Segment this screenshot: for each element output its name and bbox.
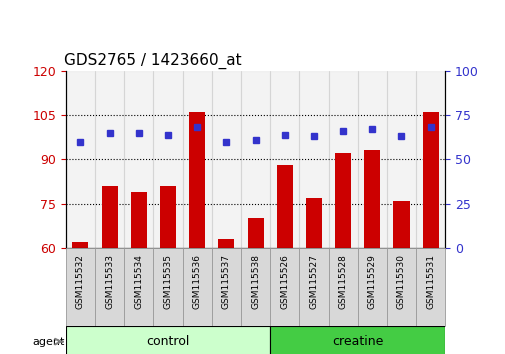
Bar [218, 239, 234, 248]
Bar [270, 71, 299, 248]
Text: GSM115529: GSM115529 [367, 254, 376, 309]
Text: GSM115535: GSM115535 [163, 254, 172, 309]
Bar [189, 112, 205, 248]
Bar [124, 71, 153, 248]
Bar [306, 198, 321, 248]
Bar [124, 248, 153, 326]
Text: GSM115533: GSM115533 [105, 254, 114, 309]
Bar [415, 71, 444, 248]
Bar [66, 71, 95, 248]
Bar [95, 248, 124, 326]
Bar [334, 153, 350, 248]
Bar [66, 326, 270, 354]
Text: GSM115528: GSM115528 [338, 254, 347, 309]
Text: GSM115526: GSM115526 [280, 254, 289, 309]
Bar [240, 248, 270, 326]
Bar [182, 71, 211, 248]
Bar [270, 248, 299, 326]
Text: creatine: creatine [331, 335, 383, 348]
Bar [364, 150, 380, 248]
Bar [182, 248, 211, 326]
Text: GSM115534: GSM115534 [134, 254, 143, 309]
Bar [72, 242, 88, 248]
Text: GSM115532: GSM115532 [76, 254, 85, 309]
Bar [102, 186, 117, 248]
Bar [386, 248, 415, 326]
Bar [160, 186, 176, 248]
Bar [153, 71, 182, 248]
Bar [386, 71, 415, 248]
Bar [211, 248, 240, 326]
Text: GDS2765 / 1423660_at: GDS2765 / 1423660_at [64, 53, 241, 69]
Bar [299, 248, 328, 326]
Bar [240, 71, 270, 248]
Bar [299, 71, 328, 248]
Bar [328, 71, 357, 248]
Bar [276, 165, 292, 248]
Text: GSM115531: GSM115531 [425, 254, 434, 309]
Bar [393, 201, 409, 248]
Text: GSM115530: GSM115530 [396, 254, 405, 309]
Text: GSM115527: GSM115527 [309, 254, 318, 309]
Bar [357, 248, 386, 326]
Bar [247, 218, 263, 248]
Text: agent: agent [32, 337, 64, 347]
Bar [66, 248, 95, 326]
Bar [357, 71, 386, 248]
Bar [422, 112, 438, 248]
Bar [328, 248, 357, 326]
Text: GSM115538: GSM115538 [250, 254, 260, 309]
Text: GSM115537: GSM115537 [221, 254, 230, 309]
Bar [211, 71, 240, 248]
Text: GSM115536: GSM115536 [192, 254, 201, 309]
Bar [270, 326, 444, 354]
Text: control: control [146, 335, 189, 348]
Bar [153, 248, 182, 326]
Bar [95, 71, 124, 248]
Bar [415, 248, 444, 326]
Bar [130, 192, 146, 248]
